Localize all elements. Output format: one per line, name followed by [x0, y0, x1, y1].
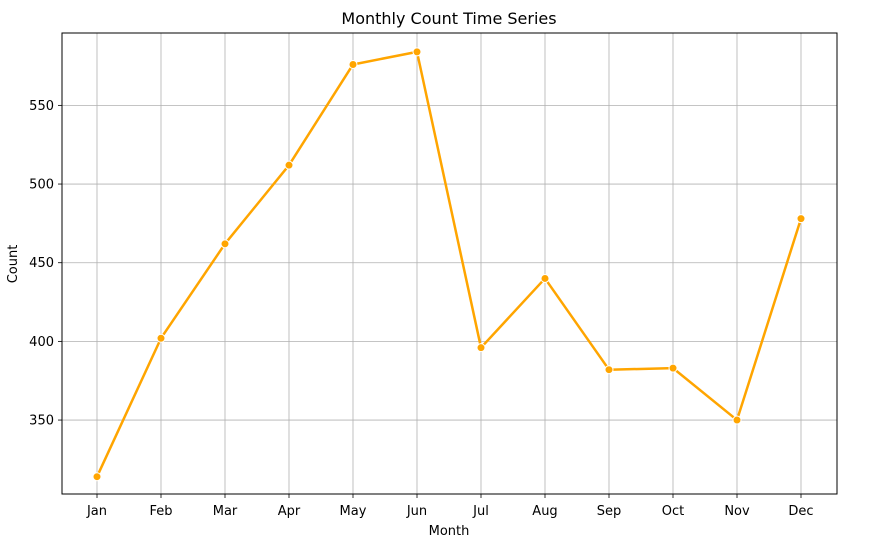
grid: [62, 33, 837, 494]
x-tick-label: Jul: [472, 504, 489, 519]
series-line: [95, 50, 803, 478]
x-tick-label: Oct: [662, 504, 684, 519]
data-point: [540, 273, 550, 283]
data-point: [668, 363, 678, 373]
y-tick-label: 500: [29, 178, 54, 193]
x-tick-label: Aug: [532, 504, 557, 519]
y-tick-label: 450: [29, 256, 54, 271]
x-axis: Jan Feb Mar Apr May Jun Jul Aug Sep Oct Nov Dec: [86, 494, 814, 519]
x-axis-label: Month: [429, 524, 470, 539]
x-tick-label: Dec: [788, 504, 813, 519]
data-point: [220, 239, 230, 249]
data-point: [92, 472, 102, 482]
x-tick-label: Feb: [149, 504, 172, 519]
y-tick-label: 400: [29, 335, 54, 350]
data-point: [412, 47, 422, 57]
plot-frame: [61, 32, 838, 495]
data-point: [156, 333, 166, 343]
data-point: [348, 59, 358, 69]
x-tick-label: Jan: [86, 504, 107, 519]
x-tick-label: Sep: [597, 504, 622, 519]
x-tick-label: Jun: [406, 504, 427, 519]
data-point: [284, 160, 294, 170]
y-tick-label: 550: [29, 99, 54, 114]
data-point: [476, 343, 486, 353]
chart-title: Monthly Count Time Series: [341, 9, 556, 28]
y-axis: 350 400 450 500 550: [29, 99, 62, 429]
x-tick-label: Apr: [278, 504, 301, 519]
data-point: [732, 415, 742, 425]
y-axis-label: Count: [6, 245, 21, 284]
data-point: [796, 214, 806, 224]
x-tick-label: May: [340, 504, 367, 519]
x-tick-label: Nov: [724, 504, 750, 519]
data-point: [604, 365, 614, 375]
series: [92, 47, 806, 482]
y-tick-label: 350: [29, 414, 54, 429]
x-tick-label: Mar: [213, 504, 238, 519]
